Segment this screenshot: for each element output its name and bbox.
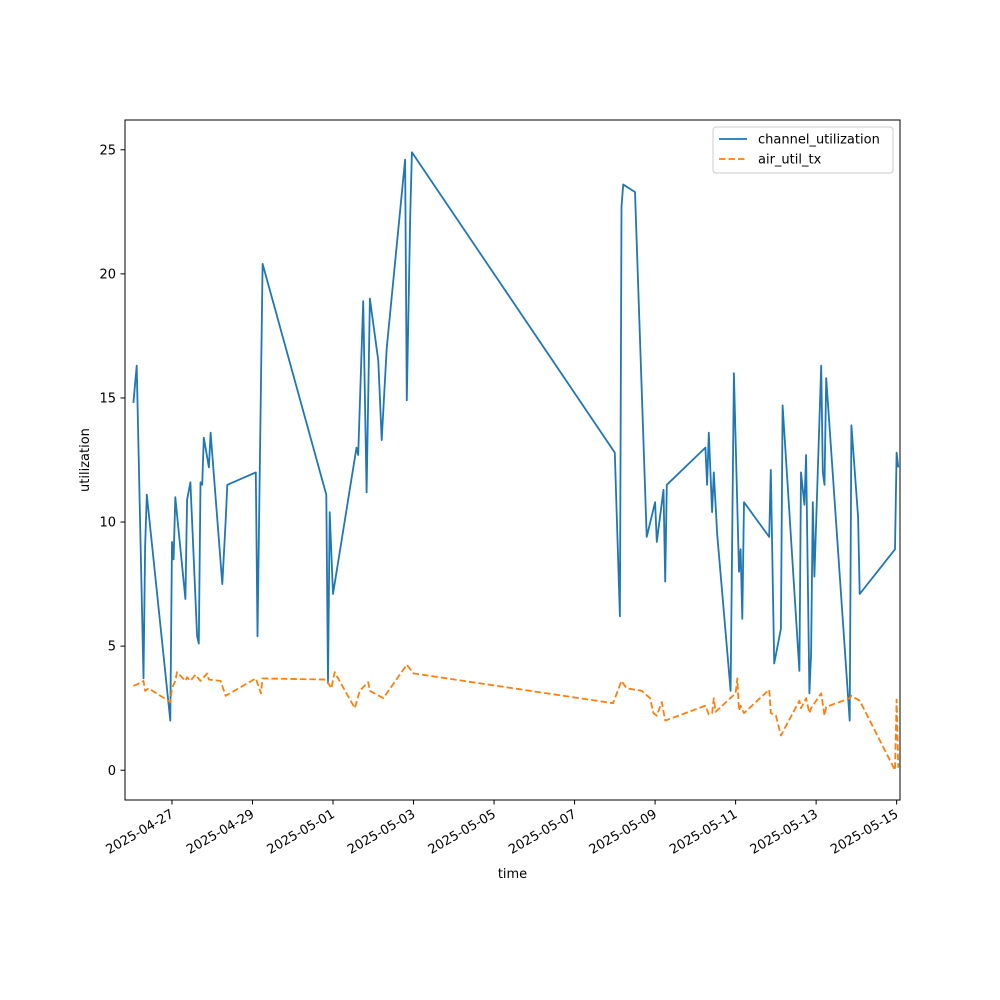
x-axis-label: time — [498, 867, 527, 882]
legend-box — [712, 126, 894, 174]
plot-area-frame — [124, 119, 901, 801]
y-tick-label: 5 — [108, 640, 116, 655]
y-tick-label: 10 — [99, 516, 116, 531]
legend: channel_utilization air_util_tx — [712, 126, 894, 174]
y-tick-label: 15 — [99, 392, 116, 407]
legend-label: air_util_tx — [758, 153, 822, 168]
legend-label: channel_utilization — [758, 133, 880, 148]
y-tick-label: 0 — [108, 764, 116, 779]
series-line-air-util-tx — [133, 663, 900, 772]
y-tick-label: 20 — [99, 267, 116, 282]
series-layer — [132, 151, 900, 772]
y-axis: 0 5 10 15 20 25 — [99, 143, 125, 779]
y-axis-label: utilization — [78, 428, 93, 492]
y-tick-label: 25 — [99, 143, 116, 158]
series-line-channel-utilization — [132, 151, 900, 722]
